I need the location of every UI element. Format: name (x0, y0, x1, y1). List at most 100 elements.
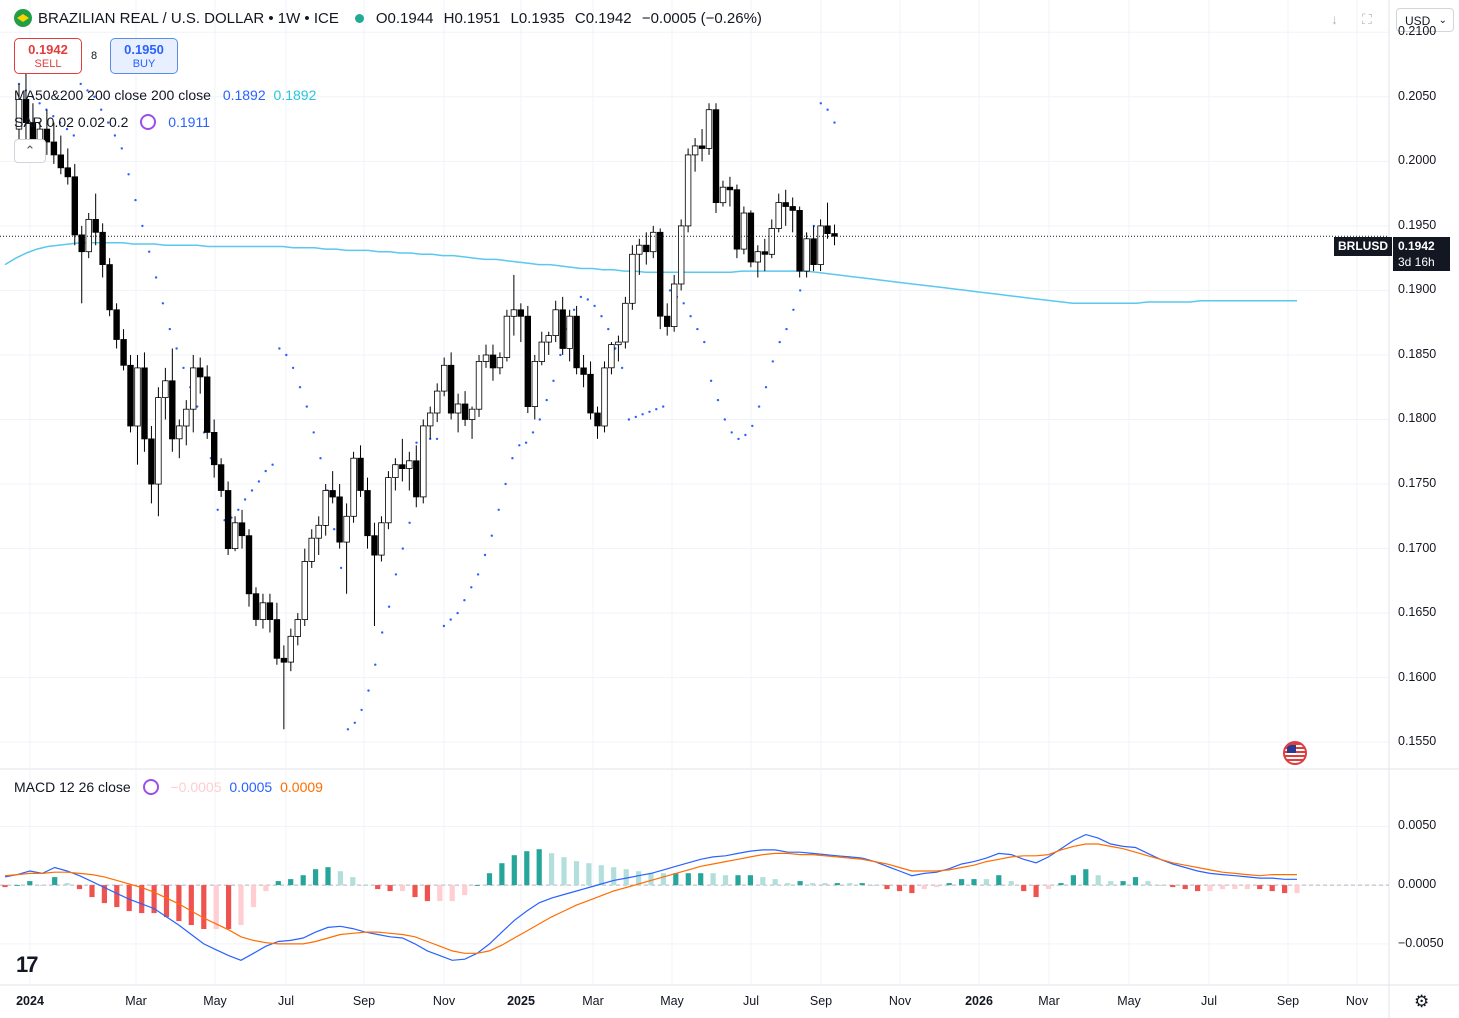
sar-dot (531, 431, 535, 434)
sar-series (17, 82, 836, 731)
macd-histogram-bar (126, 885, 132, 912)
candle-body (510, 309, 518, 317)
candle-body (148, 438, 155, 485)
macd-histogram-bar (462, 885, 468, 896)
tradingview-logo[interactable]: 17 (16, 952, 39, 977)
buy-button[interactable]: 0.1950 BUY (110, 38, 178, 74)
macd-histogram-bar (536, 849, 542, 886)
candle-body (280, 657, 288, 663)
sar-dot (518, 444, 521, 447)
macd-histogram-bar (648, 873, 654, 886)
ma200-line (4, 241, 1297, 305)
sar-dot (435, 437, 439, 441)
candle-body (566, 315, 573, 349)
sar-dot (237, 508, 240, 511)
candle-body (559, 309, 566, 349)
macd-histogram-bar (226, 885, 232, 929)
candle-body (615, 341, 622, 346)
sar-dot (538, 418, 541, 421)
candle-body (454, 403, 462, 414)
candle-body (761, 251, 768, 255)
sar-dot (689, 315, 692, 318)
macd-histogram-bar (424, 885, 430, 902)
sar-dot (175, 347, 178, 350)
us-flag-icon[interactable] (1283, 741, 1307, 765)
sell-button[interactable]: 0.1942 SELL (14, 38, 82, 74)
sar-dot (490, 534, 493, 537)
sar-dot (285, 353, 288, 357)
sar-dot (757, 405, 761, 408)
sar-dot (291, 366, 295, 370)
candle-body (357, 457, 364, 491)
price-tick-label: 0.2050 (1398, 88, 1437, 103)
sar-dot (271, 463, 274, 466)
sar-dot (826, 108, 829, 111)
macd-histogram-bar (561, 857, 567, 886)
candle-body (671, 283, 678, 327)
candle-body (552, 309, 559, 336)
candle-body (657, 231, 664, 317)
ma-legend[interactable]: MA50&200 200 close 200 close 0.1892 0.18… (14, 87, 317, 103)
time-tick-label: 2025 (507, 994, 535, 1008)
price-tick-label: 0.1750 (1398, 476, 1437, 491)
sar-dot (58, 121, 62, 124)
candle-body (517, 309, 524, 317)
time-tick-label: Sep (352, 994, 376, 1008)
macd-histogram-bar (685, 873, 691, 886)
candle-body (78, 234, 85, 253)
macd-histogram-bar (859, 883, 865, 886)
sar-dot (65, 127, 69, 131)
candle-body (406, 460, 413, 469)
time-tick-label: Mar (1038, 994, 1060, 1008)
settings-icon[interactable]: ⚙ (1414, 992, 1430, 1011)
currency-select[interactable]: USD ⌄ (1396, 8, 1454, 32)
macd-histogram-bar (27, 881, 33, 886)
candle-body (217, 464, 225, 491)
macd-histogram-bar (772, 879, 778, 886)
sar-dot (120, 147, 124, 150)
macd-histogram-bar (785, 883, 791, 886)
macd-histogram-bar (1008, 881, 1014, 886)
candle-body (259, 602, 267, 620)
sar-dot (579, 295, 583, 299)
refresh-icon[interactable] (142, 779, 159, 795)
fullscreen-icon[interactable]: ⛶ (1362, 11, 1372, 27)
macd-histogram-bar (1219, 885, 1226, 890)
macd-histogram-bar (1058, 883, 1064, 886)
macd-histogram-bar (263, 885, 269, 892)
sar-dot (401, 547, 404, 550)
sar-dot (668, 289, 672, 292)
sar-dot (641, 413, 644, 416)
candle-body (503, 315, 511, 358)
refresh-icon[interactable] (140, 114, 157, 130)
macd-histogram-bar (623, 869, 629, 886)
candle-body (587, 373, 594, 414)
symbol-title[interactable]: BRAZILIAN REAL / U.S. DOLLAR • 1W • ICE (38, 9, 339, 27)
candle-body (266, 602, 274, 620)
macd-histogram-bar (586, 863, 592, 886)
time-tick-label: May (203, 994, 227, 1008)
time-tick-label: 2026 (965, 994, 993, 1008)
macd-histogram-bar (64, 883, 70, 886)
arrow-down-icon[interactable]: ↓ (1331, 11, 1338, 27)
time-tick-label: Jul (743, 994, 759, 1008)
macd-histogram-bar (1145, 881, 1151, 886)
sar-legend[interactable]: SAR 0.02 0.02 0.2 0.1911 (14, 114, 210, 130)
candle-body (245, 535, 253, 595)
time-tick-label: Sep (1276, 994, 1300, 1008)
sar-dot (250, 489, 254, 492)
macd-histogram-bar (14, 885, 20, 886)
candle-body (775, 202, 782, 229)
sar-dot (600, 315, 603, 318)
collapse-legend-button[interactable]: ⌃ (14, 139, 46, 163)
time-tick-label: Jul (1201, 994, 1217, 1008)
candle-body (155, 397, 162, 485)
candle-body (301, 561, 308, 620)
sar-dot (141, 224, 144, 228)
macd-histogram-bar (1132, 877, 1139, 886)
macd-histogram-bar (1232, 885, 1238, 890)
candle-body (531, 360, 538, 407)
candle-body (545, 335, 552, 343)
macd-legend[interactable]: MACD 12 26 close −0.0005 0.0005 0.0009 (14, 779, 323, 795)
